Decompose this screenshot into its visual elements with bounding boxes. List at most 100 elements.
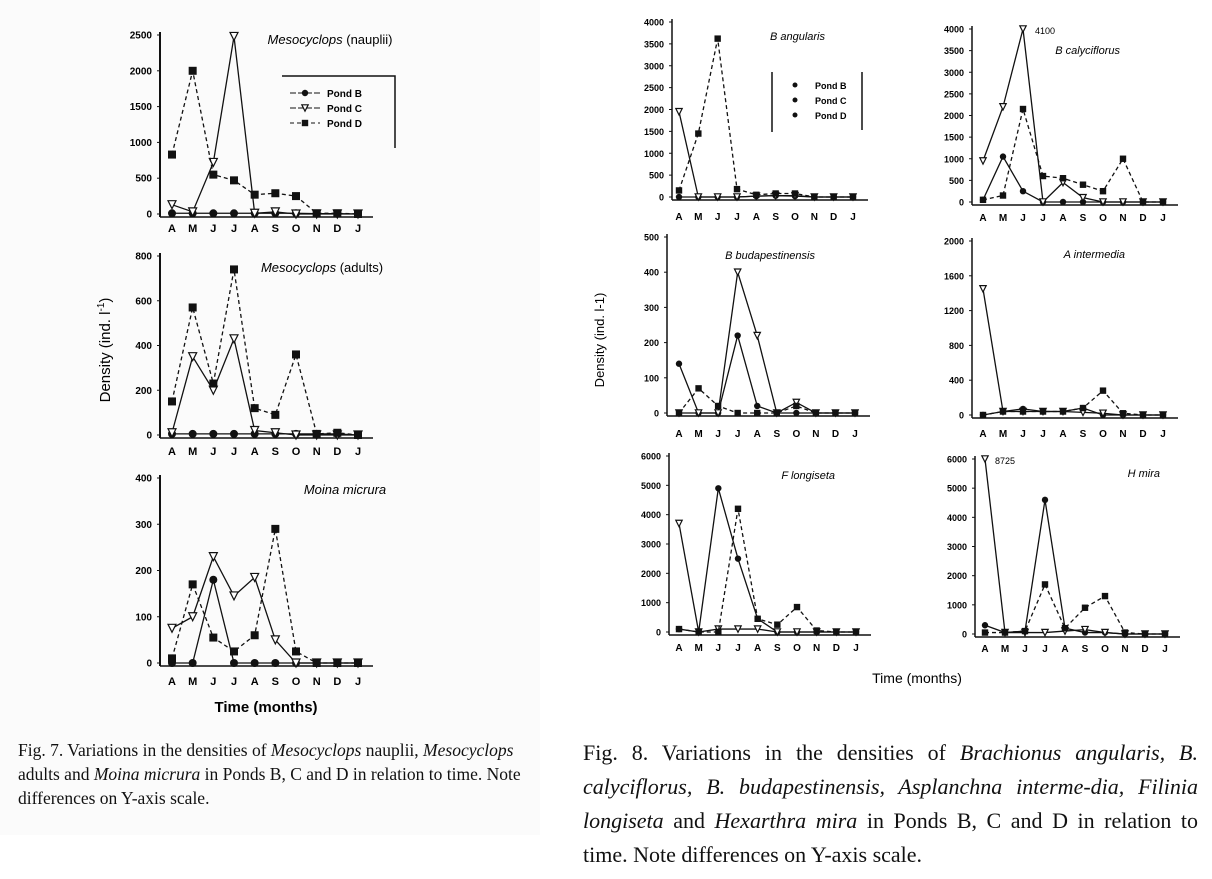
pond-b-point [675, 193, 683, 201]
x-tick-label: O [292, 223, 301, 235]
pond-c-point [1080, 625, 1090, 635]
caption-species: Brachionus angularis, B. calyciflorus, B… [583, 740, 1198, 833]
y-tick-label: 1500 [944, 133, 964, 143]
x-tick-label: M [694, 643, 702, 654]
y-tick-label: 5000 [641, 481, 661, 491]
pond-d-point [312, 659, 321, 667]
y-tick-label: 400 [644, 268, 659, 278]
x-tick-label: O [792, 429, 800, 440]
pond-b-point [188, 659, 197, 667]
caption-text: and [663, 808, 715, 833]
x-tick-label: J [853, 643, 859, 654]
y-tick-label: 6000 [947, 455, 967, 465]
chart-panel-7: 0 400 800 1200 1600 2000 A M J J A S O N D J A intermedi… [944, 237, 1178, 440]
x-tick-label: J [355, 446, 361, 458]
series-line-pond-d [982, 106, 1163, 203]
x-tick-label: N [313, 676, 321, 688]
x-tick-label: N [1119, 429, 1126, 440]
pond-c-point [229, 334, 239, 345]
x-tick-label: J [1160, 429, 1166, 440]
legend-label: Pond B [327, 89, 362, 100]
pond-d-point [230, 176, 238, 185]
pond-b-point [754, 402, 761, 410]
pond-d-point [1059, 175, 1067, 182]
pond-d-point [312, 429, 321, 438]
pond-b-point [250, 659, 259, 667]
x-tick-label: S [1080, 429, 1087, 440]
pond-c-point [713, 193, 722, 202]
x-tick-label: J [355, 676, 361, 688]
y-tick-label: 3000 [644, 61, 664, 71]
x-tick-label: A [168, 676, 176, 688]
pond-d-point [695, 628, 702, 636]
pond-d-point [1081, 604, 1089, 611]
series-line-pond-c [678, 111, 853, 198]
x-tick-label: O [1101, 644, 1109, 655]
pond-d-point [1079, 404, 1087, 412]
pond-c-point [167, 200, 177, 211]
caption-text: in Ponds B, C and D in relation to time.… [583, 808, 1199, 867]
figure-8-caption: Fig. 8. Variations in the densities of B… [583, 736, 1198, 872]
x-tick-label: N [811, 212, 818, 223]
y-tick-label: 2500 [130, 31, 153, 42]
pond-c-point [270, 635, 281, 646]
pond-d-point [999, 408, 1007, 415]
series-line-pond-d [678, 508, 856, 633]
x-tick-label: A [1059, 429, 1066, 440]
y-tick-label: 1000 [644, 149, 664, 159]
pond-c-point [694, 193, 703, 202]
x-tick-label: A [675, 643, 682, 654]
x-tick-label: D [832, 429, 839, 440]
x-tick-label: S [1082, 644, 1089, 655]
series-line-pond-c [678, 523, 856, 633]
y-tick-label: 4000 [644, 18, 664, 28]
x-tick-label: A [754, 643, 761, 654]
pond-d-point [773, 409, 780, 417]
y-tick-label: 200 [135, 386, 152, 397]
y-tick-label: 2000 [944, 111, 964, 121]
y-tick-label: 0 [959, 411, 964, 421]
x-tick-label: S [272, 223, 279, 235]
pond-c-point [1078, 193, 1088, 203]
title-species: A intermedia [1063, 249, 1125, 261]
series-line-pond-c [982, 288, 1163, 416]
chart-title: Mesocyclops (adults) [261, 260, 383, 275]
legend-label: Pond C [327, 104, 362, 115]
y-tick-label: 0 [659, 193, 664, 203]
pond-c-point [674, 107, 684, 117]
pond-b-point [793, 409, 800, 417]
pond-c-point [978, 285, 988, 294]
x-tick-label: N [813, 643, 820, 654]
legend-fig8: Pond B Pond C Pond D [771, 72, 863, 132]
caption-text: Fig. 7. Variations in the densities of [18, 740, 271, 760]
pond-d-point [209, 170, 218, 179]
x-tick-label: A [168, 223, 176, 235]
pond-d-point [1001, 629, 1009, 636]
series-line-pond-b [984, 499, 1165, 635]
pond-d-point [250, 631, 259, 640]
y-tick-label: 500 [949, 176, 964, 186]
y-tick-label: 0 [656, 628, 661, 638]
x-tick-label: M [694, 429, 702, 440]
y-tick-label: 5000 [947, 484, 967, 494]
y-tick-label: 3000 [947, 542, 967, 552]
pond-c-point [249, 208, 260, 219]
pond-d-point [301, 119, 309, 127]
x-tick-label: O [1099, 213, 1107, 224]
x-tick-label: S [774, 643, 781, 654]
legend-label: Pond D [327, 119, 362, 130]
pond-d-point [754, 409, 761, 417]
y-tick-label: 3500 [644, 39, 664, 49]
pond-c-point [753, 331, 762, 341]
pond-d-point [1061, 624, 1069, 632]
x-tick-label: J [1020, 213, 1026, 224]
y-tick-label: 400 [135, 474, 152, 485]
x-tick-label: S [773, 429, 780, 440]
y-tick-label: 1000 [641, 598, 661, 608]
pond-c-point [249, 425, 260, 436]
x-tick-label: A [1059, 213, 1066, 224]
chart-title: F longiseta [781, 470, 835, 482]
pond-d-point [734, 409, 741, 417]
pond-d-point [811, 193, 818, 201]
x-tick-label: O [793, 643, 801, 654]
